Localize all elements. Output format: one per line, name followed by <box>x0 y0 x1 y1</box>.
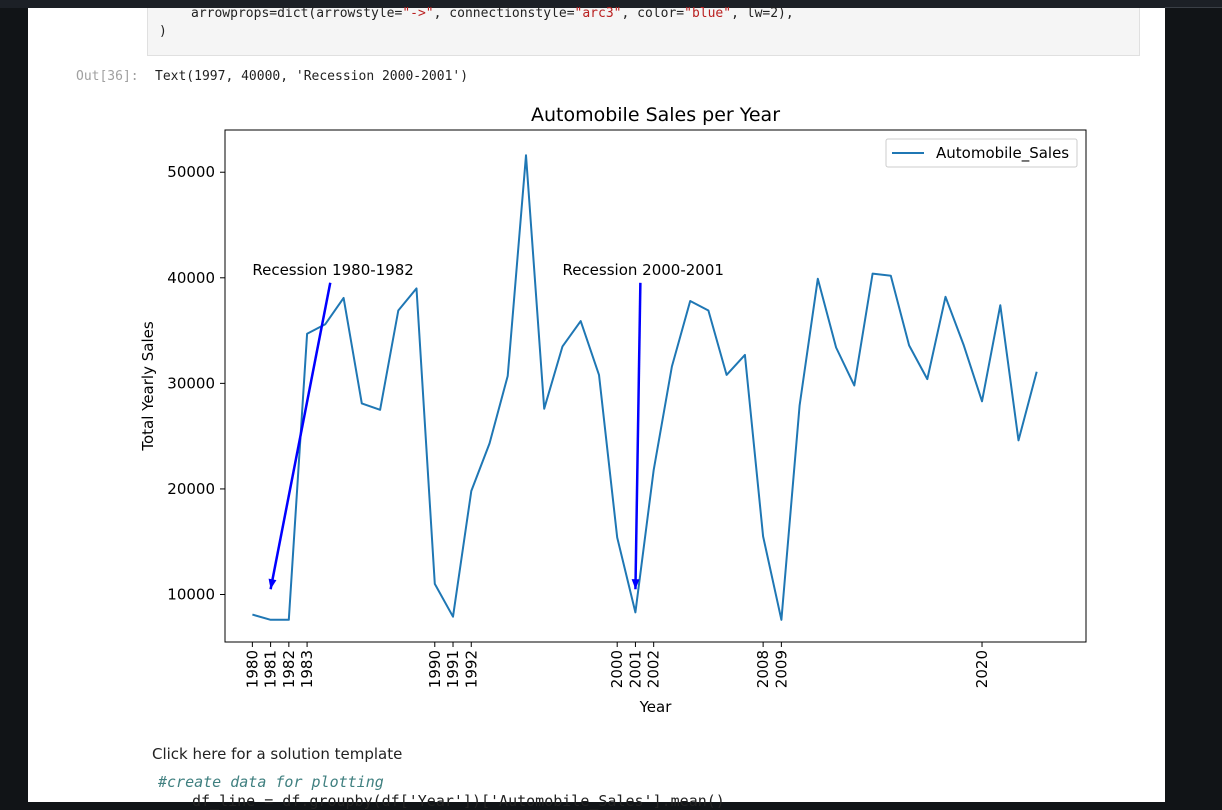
y-tick-label: 30000 <box>167 374 215 392</box>
scrollbar-track[interactable] <box>1203 8 1222 802</box>
code-string: "->" <box>402 6 434 21</box>
data-point <box>343 297 345 299</box>
data-point <box>872 273 874 275</box>
legend-box <box>885 138 1078 168</box>
data-point <box>507 375 509 377</box>
data-point <box>835 346 837 348</box>
code-token: arrowprops=dict(arrowstyle= <box>191 6 403 21</box>
data-point <box>470 490 472 492</box>
output-text: Text(1997, 40000, 'Recession 2000-2001') <box>155 69 469 84</box>
code-cell[interactable]: arrowprops=dict(arrowstyle="->", connect… <box>147 6 1140 56</box>
data-point <box>561 345 563 347</box>
solution-code-line: df_line = df.groupby(df['Year'])['Automo… <box>192 792 725 810</box>
data-point <box>853 384 855 386</box>
data-point <box>744 354 746 356</box>
x-axis-label: Year <box>639 698 673 716</box>
x-tick-label: 1990 <box>426 650 444 688</box>
y-tick-label: 10000 <box>167 585 215 603</box>
data-point <box>890 275 892 277</box>
solution-code-comment: #create data for plotting <box>158 773 384 791</box>
data-point <box>270 619 272 621</box>
annotation-arrow-shaft <box>269 282 332 590</box>
code-line-arrowprops: arrowprops=dict(arrowstyle="->", connect… <box>191 6 794 21</box>
data-point <box>817 278 819 280</box>
data-point <box>780 619 782 621</box>
data-point <box>580 320 582 322</box>
data-point <box>306 333 308 335</box>
x-tick-label: 2001 <box>626 650 644 688</box>
data-point <box>416 287 418 289</box>
annotation-arrow-head <box>631 579 640 590</box>
annotation-label: Recession 1980-1982 <box>252 261 413 279</box>
output-prompt: Out[36]: <box>76 69 139 84</box>
chart-title: Automobile Sales per Year <box>531 104 780 126</box>
data-point <box>489 443 491 445</box>
x-tick-label: 1991 <box>444 650 462 688</box>
x-tick-label: 1981 <box>262 650 280 688</box>
y-axis-label: Total Yearly Sales <box>139 321 157 451</box>
code-token: , connectionstyle= <box>433 6 575 21</box>
code-token: , lw=2), <box>731 6 794 21</box>
data-point <box>963 344 965 346</box>
data-point <box>653 469 655 471</box>
x-tick-label: 1982 <box>280 650 298 688</box>
data-point <box>689 300 691 302</box>
notebook-page[interactable]: arrowprops=dict(arrowstyle="->", connect… <box>28 6 1165 810</box>
data-point <box>726 374 728 376</box>
data-point <box>1036 371 1038 373</box>
x-tick-label: 1980 <box>243 650 261 688</box>
x-tick-label: 1983 <box>298 650 316 688</box>
data-point <box>251 614 253 616</box>
data-point <box>707 310 709 312</box>
code-line-close-paren: ) <box>159 24 167 39</box>
x-tick-label: 2008 <box>754 650 772 688</box>
code-string: "blue" <box>684 6 732 21</box>
data-point <box>634 611 636 613</box>
data-point <box>981 400 983 402</box>
plot-frame <box>224 129 1087 643</box>
data-point <box>361 402 363 404</box>
automobile-sales-chart: Automobile Sales per Year 10000 20000 30000… <box>139 104 1087 716</box>
x-tick-label: 2009 <box>772 650 790 688</box>
annotation-arrow-head <box>268 578 277 590</box>
data-point <box>543 408 545 410</box>
data-point <box>288 619 290 621</box>
x-tick-label: 2000 <box>608 650 626 688</box>
data-point <box>616 536 618 538</box>
data-point <box>926 378 928 380</box>
annotation-arrow-shaft <box>634 282 642 590</box>
data-point <box>762 535 764 537</box>
top-bar-edge <box>1165 7 1222 8</box>
data-point <box>379 409 381 411</box>
series-line-automobile-sales <box>252 154 1038 621</box>
annotation-label: Recession 2000-2001 <box>562 261 723 279</box>
data-point <box>671 365 673 367</box>
data-point <box>945 296 947 298</box>
data-point <box>598 374 600 376</box>
data-point <box>397 310 399 312</box>
data-point <box>434 583 436 585</box>
y-tick-label: 40000 <box>167 269 215 287</box>
x-tick-label: 1992 <box>462 650 480 688</box>
top-bar <box>0 0 1222 8</box>
y-tick-label: 20000 <box>167 480 215 498</box>
solution-template-link[interactable]: Click here for a solution template <box>152 745 403 763</box>
data-point <box>999 304 1001 306</box>
data-point <box>452 616 454 618</box>
x-tick-label: 2002 <box>645 650 663 688</box>
data-point <box>324 323 326 325</box>
data-point <box>799 405 801 407</box>
data-point <box>525 154 527 156</box>
code-string: "arc3" <box>574 6 622 21</box>
legend-entry: Automobile_Sales <box>936 144 1069 163</box>
x-tick-label: 2020 <box>973 650 991 688</box>
data-point <box>1018 439 1020 441</box>
y-tick-label: 50000 <box>167 163 215 181</box>
code-token: , color= <box>621 6 685 21</box>
data-point <box>908 344 910 346</box>
